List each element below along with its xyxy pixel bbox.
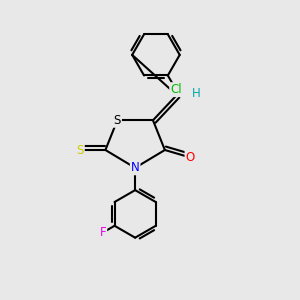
Text: Cl: Cl xyxy=(170,83,182,96)
Text: N: N xyxy=(131,161,140,174)
Text: H: H xyxy=(192,87,200,100)
Text: O: O xyxy=(185,151,195,164)
Text: S: S xyxy=(76,143,84,157)
Text: S: S xyxy=(114,114,121,127)
Text: F: F xyxy=(100,226,106,239)
